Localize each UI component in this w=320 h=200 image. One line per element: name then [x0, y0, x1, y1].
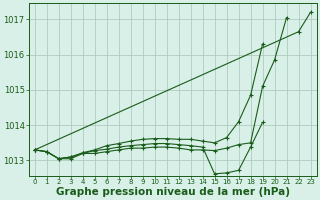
X-axis label: Graphe pression niveau de la mer (hPa): Graphe pression niveau de la mer (hPa) — [56, 187, 290, 197]
